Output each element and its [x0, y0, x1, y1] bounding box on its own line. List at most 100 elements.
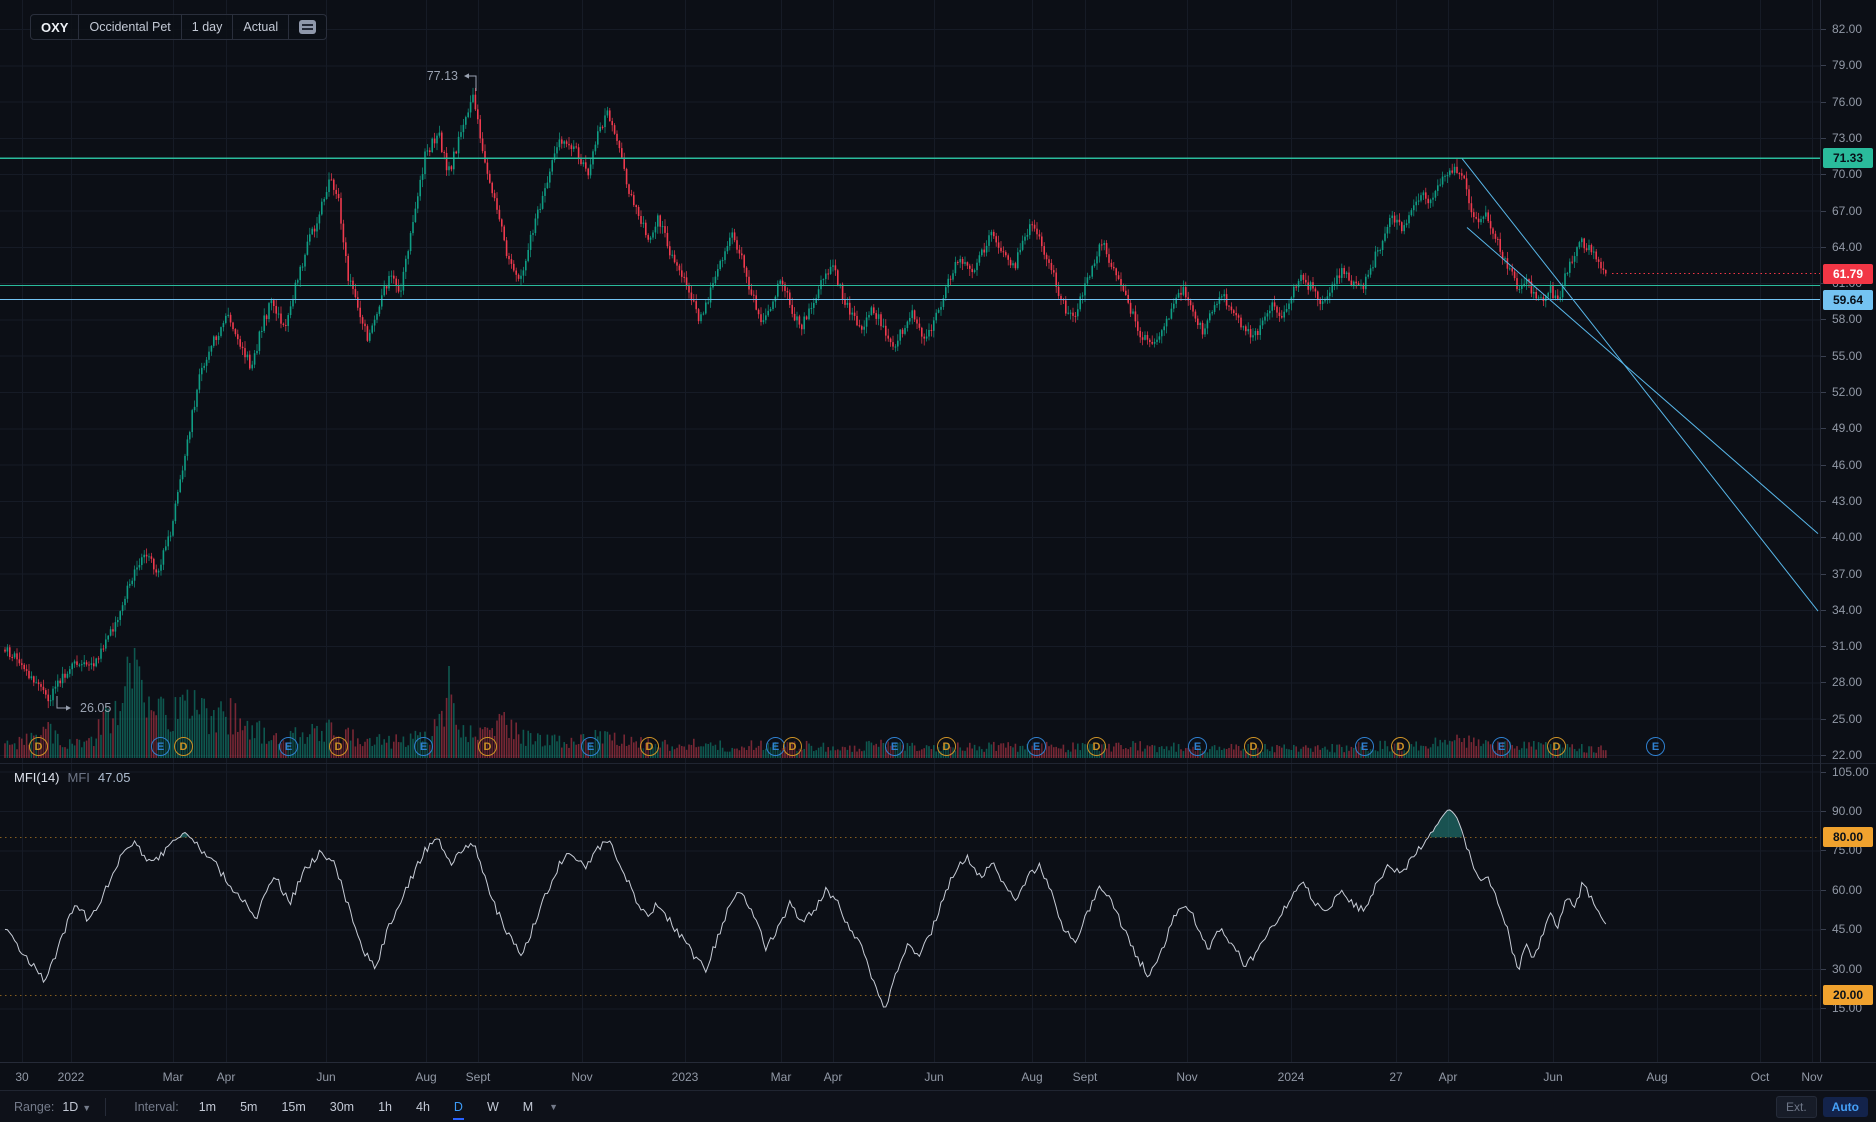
interval-button-M[interactable]: M — [522, 1100, 534, 1114]
series-name[interactable]: Actual — [233, 15, 290, 39]
dividend-marker[interactable]: D — [937, 737, 956, 756]
interval-button-4h[interactable]: 4h — [416, 1100, 430, 1114]
symbol-description[interactable]: Occidental Pet — [79, 15, 182, 39]
earnings-marker[interactable]: E — [885, 737, 904, 756]
price-annotation: 26.05 — [80, 701, 111, 715]
legend-menu-cell[interactable] — [289, 15, 326, 39]
chevron-down-icon[interactable]: ▼ — [549, 1102, 559, 1112]
earnings-marker[interactable]: E — [581, 737, 600, 756]
time-tick-label: Mar — [162, 1070, 184, 1084]
dividend-marker[interactable]: D — [478, 737, 497, 756]
axis-tick — [1821, 500, 1826, 502]
axis-tick — [1821, 850, 1826, 852]
axis-tick — [1821, 771, 1826, 773]
price-tick-label: 67.00 — [1832, 203, 1863, 218]
price-axis[interactable]: 82.0079.0076.0073.0070.0067.0064.0061.00… — [1820, 0, 1876, 1062]
earnings-marker[interactable]: E — [1027, 737, 1046, 756]
time-tick-label: 30 — [15, 1070, 29, 1084]
price-tick-label: 82.00 — [1832, 22, 1863, 36]
legend-settings-icon[interactable] — [299, 20, 317, 34]
earnings-marker[interactable]: E — [1355, 737, 1374, 756]
dividend-marker[interactable]: D — [783, 737, 802, 756]
axis-tick — [1821, 1008, 1826, 1010]
earnings-marker[interactable]: E — [414, 737, 433, 756]
time-tick-label: Aug — [1646, 1070, 1668, 1084]
axis-tick — [1821, 718, 1826, 720]
axis-tick — [1821, 573, 1826, 575]
symbol-legend: OXY Occidental Pet 1 day Actual — [30, 14, 328, 40]
interval-button[interactable]: 1 day — [182, 15, 234, 39]
time-tick-label: Nov — [1176, 1070, 1198, 1084]
mfi-value: 47.05 — [97, 770, 131, 785]
time-tick-label: Apr — [823, 1070, 843, 1084]
interval-label: Interval: — [134, 1100, 179, 1114]
dividend-marker[interactable]: D — [1547, 737, 1566, 756]
dividend-marker[interactable]: D — [1244, 737, 1263, 756]
mfi-tick-label: 45.00 — [1832, 922, 1863, 937]
interval-button-1h[interactable]: 1h — [378, 1100, 392, 1114]
axis-tick — [1821, 682, 1826, 684]
earnings-marker[interactable]: E — [151, 737, 170, 756]
axis-tick — [1821, 392, 1826, 393]
axis-tick — [1821, 646, 1826, 648]
axis-tick — [1821, 811, 1826, 812]
axis-tick — [1821, 464, 1826, 466]
time-tick-label: 27 — [1389, 1070, 1403, 1084]
dividend-marker[interactable]: D — [640, 737, 659, 756]
bottom-toolbar: Range: 1D ▼ Interval: 1m 5m 15m 30m 1h 4h D W M ▼… — [0, 1090, 1876, 1122]
interval-button-1m[interactable]: 1m — [198, 1100, 217, 1114]
interval-button-15m[interactable]: 15m — [281, 1100, 306, 1114]
price-tick-label: 73.00 — [1832, 130, 1863, 145]
price-tick-label: 64.00 — [1832, 239, 1863, 254]
axis-tick — [1821, 355, 1826, 357]
price-tick-label: 40.00 — [1832, 530, 1863, 545]
earnings-marker[interactable]: E — [1188, 737, 1207, 756]
mfi-indicator-header: MFI(14) MFI 47.05 — [14, 770, 130, 785]
dividend-marker[interactable]: D — [1391, 737, 1410, 756]
time-axis[interactable]: 30 2022 Mar Apr Jun Aug Sept Nov 2023 Mar Apr Jun Au… — [0, 1062, 1876, 1091]
price-tick-label: 34.00 — [1832, 602, 1863, 617]
symbol-button[interactable]: OXY — [31, 15, 80, 39]
interval-button-30m[interactable]: 30m — [329, 1100, 355, 1114]
axis-tick — [1821, 428, 1826, 430]
price-tick-label: 49.00 — [1832, 421, 1863, 436]
interval-button-5m[interactable]: 5m — [240, 1100, 258, 1114]
axis-tick — [1821, 210, 1826, 212]
interval-button-D[interactable]: D — [452, 1094, 464, 1120]
axis-tick — [1821, 319, 1826, 321]
auto-scale-button[interactable]: Auto — [1822, 1097, 1868, 1117]
price-tick-label: 37.00 — [1832, 566, 1863, 581]
mfi-tick-label: 105.00 — [1832, 764, 1869, 779]
earnings-marker[interactable]: E — [1492, 737, 1511, 756]
price-tick-label: 70.00 — [1832, 167, 1863, 182]
interval-button-W[interactable]: W — [486, 1100, 499, 1114]
extended-hours-button[interactable]: Ext. — [1776, 1096, 1817, 1118]
earnings-marker[interactable]: E — [279, 737, 298, 756]
axis-tick — [1821, 174, 1826, 176]
axis-tick — [1821, 65, 1826, 67]
price-badge: 59.64 — [1823, 289, 1873, 310]
dividend-marker[interactable]: D — [329, 737, 348, 756]
axis-tick — [1821, 283, 1826, 285]
mfi-tick-label: 60.00 — [1832, 882, 1863, 897]
axis-tick — [1821, 889, 1826, 891]
time-tick-label: Sept — [1072, 1070, 1098, 1084]
dividend-marker[interactable]: D — [174, 737, 193, 756]
axis-tick — [1821, 755, 1826, 756]
time-tick-label: Jun — [1543, 1070, 1563, 1084]
dividend-marker[interactable]: D — [1087, 737, 1106, 756]
dividend-marker[interactable]: D — [29, 737, 48, 756]
time-tick-label: 2024 — [1277, 1070, 1305, 1084]
price-tick-label: 52.00 — [1832, 385, 1863, 399]
time-tick-label: Sept — [465, 1070, 491, 1084]
time-tick-label: Aug — [415, 1070, 437, 1084]
earnings-marker[interactable]: E — [1646, 737, 1665, 756]
price-chart-canvas[interactable]: 77.13 26.05 — [0, 0, 1876, 1062]
time-tick-label: Apr — [1438, 1070, 1458, 1084]
axis-tick — [1821, 29, 1826, 30]
range-selector[interactable]: 1D ▼ — [62, 1100, 92, 1114]
price-tick-label: 55.00 — [1832, 348, 1863, 363]
time-tick-label: Jun — [316, 1070, 336, 1084]
mfi-title[interactable]: MFI(14) — [14, 770, 60, 785]
